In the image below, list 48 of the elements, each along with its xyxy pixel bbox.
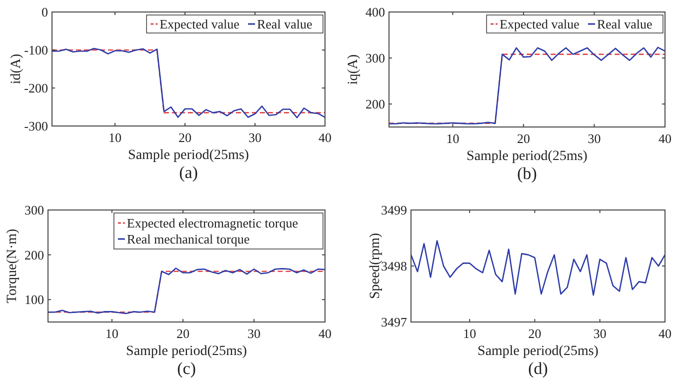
legend-label: Expected electromagnetic torque: [126, 216, 298, 231]
legend-label: Expected value: [160, 16, 240, 32]
y-axis-title: id(A): [9, 54, 24, 84]
y-tick-label: 100: [24, 292, 44, 308]
y-tick-label: 200: [366, 96, 385, 112]
x-tick-label: 20: [516, 131, 530, 146]
y-axis-title: iq(A): [346, 54, 361, 85]
y-tick-label: 3499: [381, 202, 407, 218]
x-tick-label: 10: [463, 326, 476, 341]
text: (a): [179, 163, 198, 182]
x-tick-label: 30: [247, 326, 260, 341]
y-tick-label: 300: [366, 50, 385, 66]
x-tick-label: 20: [178, 130, 192, 145]
x-tick-label: 40: [658, 326, 672, 341]
x-tick-label: 10: [108, 130, 122, 145]
x-tick-label: 30: [588, 131, 601, 146]
x-axis-title: Sample period(25ms): [128, 148, 250, 163]
legend-label: Real mechanical torque: [126, 232, 250, 247]
x-tick-label: 30: [593, 326, 606, 341]
x-tick-label: 40: [318, 326, 332, 341]
text: (b): [517, 164, 537, 183]
y-tick-label: -100: [24, 42, 48, 58]
y-tick-label: 3497: [381, 314, 408, 330]
x-axis-title: Sample period(25ms): [478, 344, 599, 359]
y-tick-label: 200: [24, 247, 44, 262]
legend-label: Real value: [597, 16, 652, 32]
y-tick-label: 300: [24, 202, 44, 218]
x-axis-title: Sample period(25ms): [466, 149, 588, 164]
x-tick-label: 20: [176, 326, 190, 341]
x-tick-label: 20: [528, 326, 542, 341]
x-tick-label: 10: [446, 131, 460, 146]
y-tick-label: -300: [24, 118, 48, 134]
x-tick-label: 40: [318, 130, 332, 145]
x-tick-label: 40: [658, 131, 672, 146]
y-axis-title: Speed(rpm): [368, 232, 383, 300]
line-series: [410, 240, 666, 296]
text: (d): [528, 359, 548, 378]
y-tick-label: 3498: [381, 258, 407, 274]
y-tick-label: 400: [366, 4, 385, 20]
legend-label: Expected value: [500, 16, 580, 32]
y-axis-title: Torque(N·m): [5, 228, 20, 304]
x-axis-title: Sample period(25ms): [126, 344, 248, 359]
x-tick-label: 10: [105, 326, 118, 341]
y-tick-label: 0: [42, 4, 48, 20]
y-tick-label: -200: [24, 80, 48, 96]
legend-label: Real value: [257, 16, 312, 32]
x-tick-label: 30: [248, 130, 262, 145]
text: (c): [177, 359, 196, 378]
